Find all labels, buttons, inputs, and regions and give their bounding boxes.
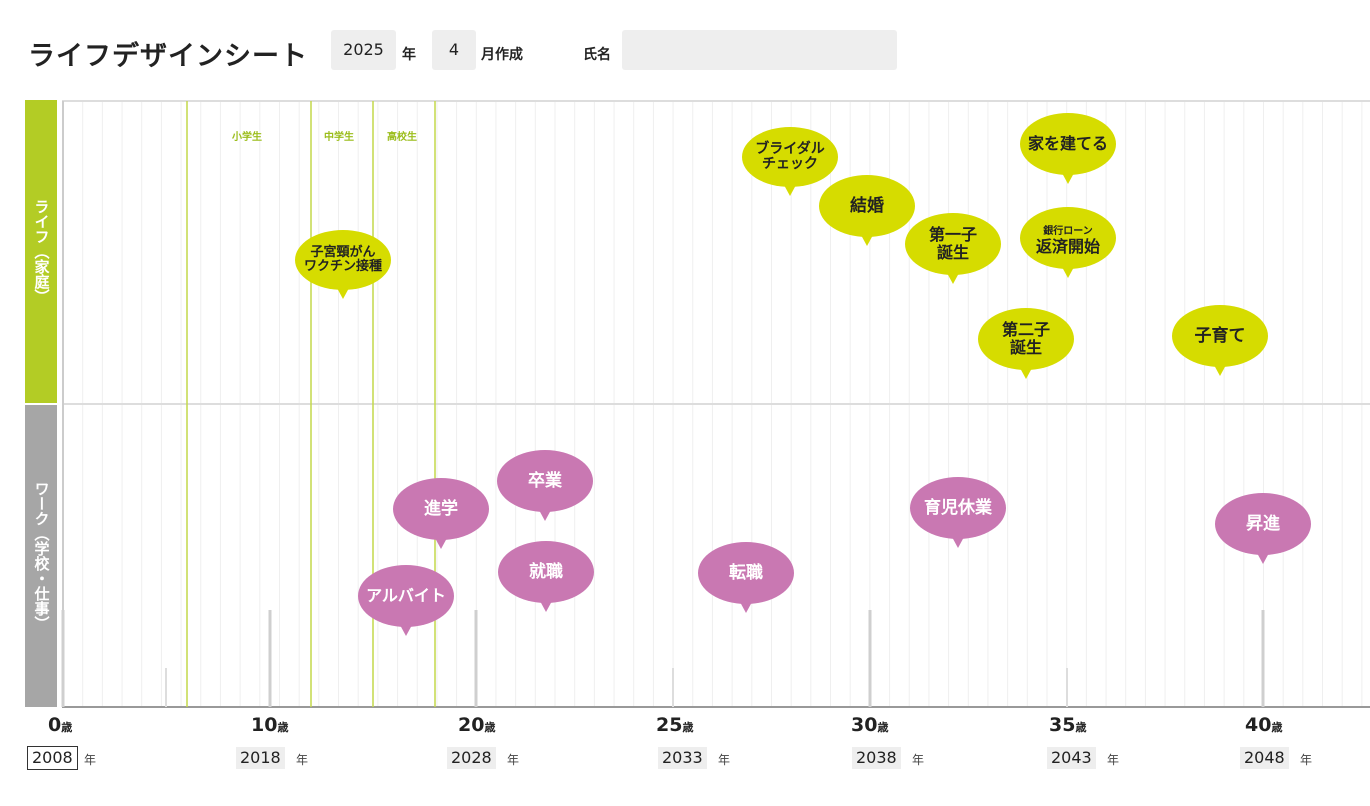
year-unit: 年 xyxy=(718,753,731,767)
year-value-2043: 2043 xyxy=(1047,747,1096,769)
year-unit: 年 xyxy=(1107,753,1120,767)
year-value-2028: 2028 xyxy=(447,747,496,769)
stage-high: 高校生 xyxy=(387,132,417,143)
bubble-bridal-check[interactable]: ブライダル チェック xyxy=(742,127,838,196)
age-label-40: 40歳 xyxy=(1245,714,1282,736)
age-value: 30 xyxy=(851,714,878,736)
year-value-2048: 2048 xyxy=(1240,747,1289,769)
bubble-text: アルバイト xyxy=(366,586,446,606)
bubble-parental-leave[interactable]: 育児休業 xyxy=(910,477,1006,548)
age-unit: 歳 xyxy=(1271,721,1283,734)
bubble-marriage[interactable]: 結婚 xyxy=(819,175,915,246)
bubble-text: 昇進 xyxy=(1246,513,1280,534)
year-unit: 年 xyxy=(1300,753,1313,767)
year-unit: 年 xyxy=(912,753,925,767)
bubble-change-job[interactable]: 転職 xyxy=(698,542,794,613)
bubble-text: チェック xyxy=(761,156,818,172)
bubble-text: 第二子 xyxy=(1001,320,1050,340)
header: ライフデザインシート 2025 年 4 月作成 氏名 xyxy=(0,0,1370,90)
age-value: 10 xyxy=(251,714,278,736)
work-band: ワーク（学校・仕事） xyxy=(25,405,57,707)
bubble-text: 育児休業 xyxy=(924,497,992,518)
bubble-second-child[interactable]: 第二子 誕生 xyxy=(978,308,1074,379)
age-unit: 歳 xyxy=(877,721,889,734)
bubble-job[interactable]: 就職 xyxy=(498,541,594,612)
bubble-text: 就職 xyxy=(529,561,563,582)
bubble-childcare[interactable]: 子育て xyxy=(1172,305,1268,376)
age-value: 0 xyxy=(48,714,62,736)
year-unit: 年 xyxy=(296,753,309,767)
bubble-build-house[interactable]: 家を建てる xyxy=(1020,113,1116,184)
bubble-text: 子育て xyxy=(1194,325,1246,346)
name-input[interactable] xyxy=(622,30,897,70)
year-value-2018: 2018 xyxy=(236,747,285,769)
page-title: ライフデザインシート xyxy=(28,41,308,72)
age-value: 40 xyxy=(1245,714,1272,736)
bubble-advance[interactable]: 進学 xyxy=(393,478,489,549)
age-value: 20 xyxy=(458,714,485,736)
age-label-20: 20歳 xyxy=(458,714,495,736)
bubble-text: 銀行ローン xyxy=(1043,226,1093,238)
age-label-10: 10歳 xyxy=(251,714,288,736)
year-input[interactable]: 2025 xyxy=(331,30,396,70)
age-unit: 歳 xyxy=(484,721,496,734)
bubble-promotion[interactable]: 昇進 xyxy=(1215,493,1311,564)
age-value: 35 xyxy=(1049,714,1076,736)
age-label-25: 25歳 xyxy=(656,714,693,736)
year-unit: 年 xyxy=(84,753,97,767)
bubble-vaccine[interactable]: 子宮頸がん ワクチン接種 xyxy=(295,230,391,299)
bubble-text: 誕生 xyxy=(1009,338,1042,357)
bubble-text: 家を建てる xyxy=(1027,134,1108,154)
age-unit: 歳 xyxy=(682,721,694,734)
work-band-label: ワーク（学校・仕事） xyxy=(32,481,51,631)
bubble-text: 進学 xyxy=(424,498,458,519)
bubble-text: 第一子 xyxy=(928,225,977,245)
year-unit: 年 xyxy=(507,753,520,767)
year-value-2033: 2033 xyxy=(658,747,707,769)
bubble-text: 誕生 xyxy=(936,243,969,262)
bubble-text: 結婚 xyxy=(850,195,884,216)
age-unit: 歳 xyxy=(61,721,73,734)
age-label-0: 0歳 xyxy=(48,714,72,736)
major-ticks xyxy=(61,610,1265,707)
stage-junior: 中学生 xyxy=(324,132,354,143)
age-label-35: 35歳 xyxy=(1049,714,1086,736)
minor-ticks xyxy=(165,668,1068,707)
name-label: 氏名 xyxy=(583,47,611,63)
life-band-label: ライフ（家庭） xyxy=(32,199,51,304)
life-band: ライフ（家庭） xyxy=(25,100,57,403)
bubble-loan-start[interactable]: 銀行ローン 返済開始 xyxy=(1020,207,1116,278)
bubble-first-child[interactable]: 第一子 誕生 xyxy=(905,213,1001,284)
bubble-text: ワクチン接種 xyxy=(303,259,382,274)
stage-elementary: 小学生 xyxy=(232,132,262,143)
bubble-text: ブライダル xyxy=(755,140,825,157)
bubble-text: 子宮頸がん xyxy=(310,244,376,260)
age-unit: 歳 xyxy=(1075,721,1087,734)
birth-year-input[interactable]: 2008 xyxy=(27,746,78,770)
bubble-text: 卒業 xyxy=(528,470,562,491)
bubble-graduation[interactable]: 卒業 xyxy=(497,450,593,521)
age-unit: 歳 xyxy=(277,721,289,734)
year-value-2038: 2038 xyxy=(852,747,901,769)
month-input[interactable]: 4 xyxy=(432,30,476,70)
age-label-30: 30歳 xyxy=(851,714,888,736)
age-value: 25 xyxy=(656,714,683,736)
month-label: 月作成 xyxy=(481,47,523,63)
bubble-text: 転職 xyxy=(729,562,763,583)
bubble-parttime[interactable]: アルバイト xyxy=(358,565,454,636)
year-label: 年 xyxy=(402,47,416,63)
bubble-text: 返済開始 xyxy=(1035,237,1100,256)
